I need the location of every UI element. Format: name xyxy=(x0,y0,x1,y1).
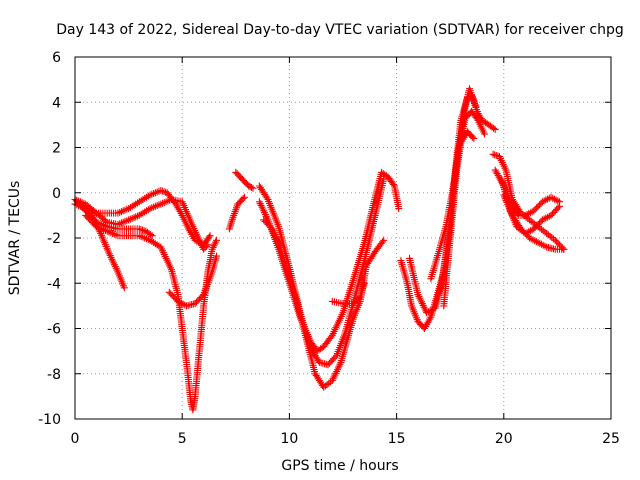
y-tick-label: 6 xyxy=(52,50,61,66)
data-marks xyxy=(71,85,568,414)
x-tick-label: 10 xyxy=(280,431,298,447)
axis-ticks: 0 5 10 15 20 25 -10 -8 -6 -4 -2 0 2 4 6 xyxy=(38,50,620,447)
series-trace-h xyxy=(232,168,257,192)
y-tick-label: -8 xyxy=(47,367,61,383)
series-trace-k xyxy=(260,216,388,391)
series-marks xyxy=(260,216,388,391)
x-tick-label: 5 xyxy=(178,431,187,447)
x-axis-label: GPS time / hours xyxy=(281,458,398,474)
y-tick-label: 4 xyxy=(52,95,61,111)
series-trace-n xyxy=(406,85,480,317)
series-marks xyxy=(406,85,480,317)
y-tick-label: 0 xyxy=(52,186,61,202)
chart-title: Day 143 of 2022, Sidereal Day-to-day VTE… xyxy=(56,22,624,38)
series-marks xyxy=(232,168,257,192)
y-tick-label: -4 xyxy=(47,276,61,292)
series-marks xyxy=(500,191,568,253)
series-trace-f xyxy=(165,252,220,310)
series-marks xyxy=(165,252,220,310)
y-tick-label: -10 xyxy=(38,412,61,428)
series-marks xyxy=(225,193,248,233)
y-tick-label: -2 xyxy=(47,231,61,247)
y-axis-label: SDTVAR / TECUs xyxy=(7,181,23,296)
series-trace-p xyxy=(440,128,478,310)
y-tick-label: -6 xyxy=(47,322,61,338)
y-tick-label: 2 xyxy=(52,141,61,157)
series-trace-t xyxy=(500,191,568,253)
series-trace-l xyxy=(328,279,368,308)
x-tick-label: 20 xyxy=(495,431,513,447)
x-tick-label: 15 xyxy=(388,431,406,447)
series-marks xyxy=(328,279,368,308)
series-trace-g xyxy=(225,193,248,233)
x-tick-label: 25 xyxy=(602,431,620,447)
series-marks xyxy=(440,128,478,310)
x-tick-label: 0 xyxy=(71,431,80,447)
